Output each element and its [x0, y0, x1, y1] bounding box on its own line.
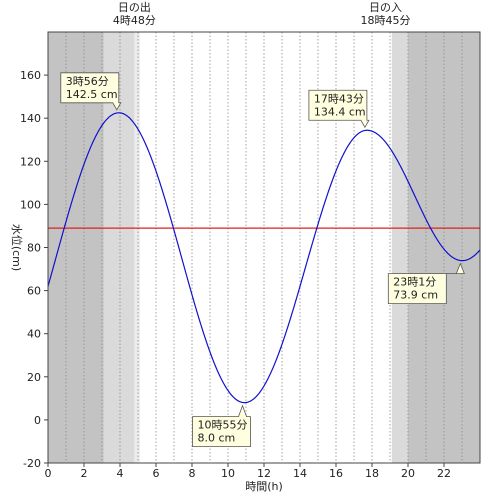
x-tick-label: 6 — [153, 467, 160, 480]
x-tick-label: 10 — [221, 467, 235, 480]
extremum-time: 3時56分 — [66, 75, 109, 88]
y-tick-label: 20 — [27, 371, 41, 384]
axis-ticks: 0 2 4 6 8 10 12 14 16 18 20 22 -20 0 20 40 60 80 100 120 140… — [20, 69, 451, 480]
extremum-value: 8.0 cm — [198, 432, 236, 445]
callout-box — [308, 89, 370, 129]
x-tick-label: 8 — [189, 467, 196, 480]
x-tick-label: 22 — [437, 467, 451, 480]
callout-box — [60, 72, 122, 111]
y-tick-label: 160 — [20, 69, 41, 82]
x-tick-label: 16 — [329, 467, 343, 480]
x-axis-title: 時間(h) — [245, 480, 283, 493]
shade-band-twilight — [391, 32, 408, 463]
y-tick-label: -20 — [23, 457, 41, 470]
sunset-time: 18時45分 — [361, 14, 411, 27]
y-tick-label: 60 — [27, 285, 41, 298]
callout-box — [387, 262, 465, 305]
y-tick-label: 140 — [20, 112, 41, 125]
sunset-label: 日の入 — [369, 1, 402, 14]
extremum-value: 134.4 cm — [314, 105, 366, 118]
x-tick-label: 14 — [293, 467, 307, 480]
sunrise-time: 4時48分 — [113, 14, 156, 27]
x-tick-label: 0 — [45, 467, 52, 480]
sunrise-label: 日の出 — [118, 0, 151, 14]
shade-band-night — [408, 32, 480, 463]
shade-band-night — [48, 32, 104, 463]
y-tick-label: 80 — [27, 242, 41, 255]
x-tick-label: 4 — [117, 467, 124, 480]
tide-level-line — [47, 112, 481, 404]
extremum-time: 23時1分 — [393, 276, 436, 289]
daylight-shading — [48, 32, 480, 463]
y-tick-label: 0 — [34, 414, 41, 427]
y-tick-label: 120 — [20, 155, 41, 168]
y-tick-label: 100 — [20, 198, 41, 211]
y-axis-title: 水位(cm) — [10, 224, 24, 271]
shade-band-dawn — [134, 32, 140, 463]
extremum-time: 17時43分 — [314, 92, 364, 105]
x-tick-label: 20 — [401, 467, 415, 480]
x-tick-label: 18 — [365, 467, 379, 480]
extremum-value: 142.5 cm — [66, 88, 118, 101]
extremum-time: 10時55分 — [198, 419, 248, 432]
x-tick-label: 12 — [257, 467, 271, 480]
callout-box — [192, 404, 251, 448]
extremum-value: 73.9 cm — [393, 289, 438, 302]
x-tick-label: 2 — [81, 467, 88, 480]
y-tick-label: 40 — [27, 328, 41, 341]
